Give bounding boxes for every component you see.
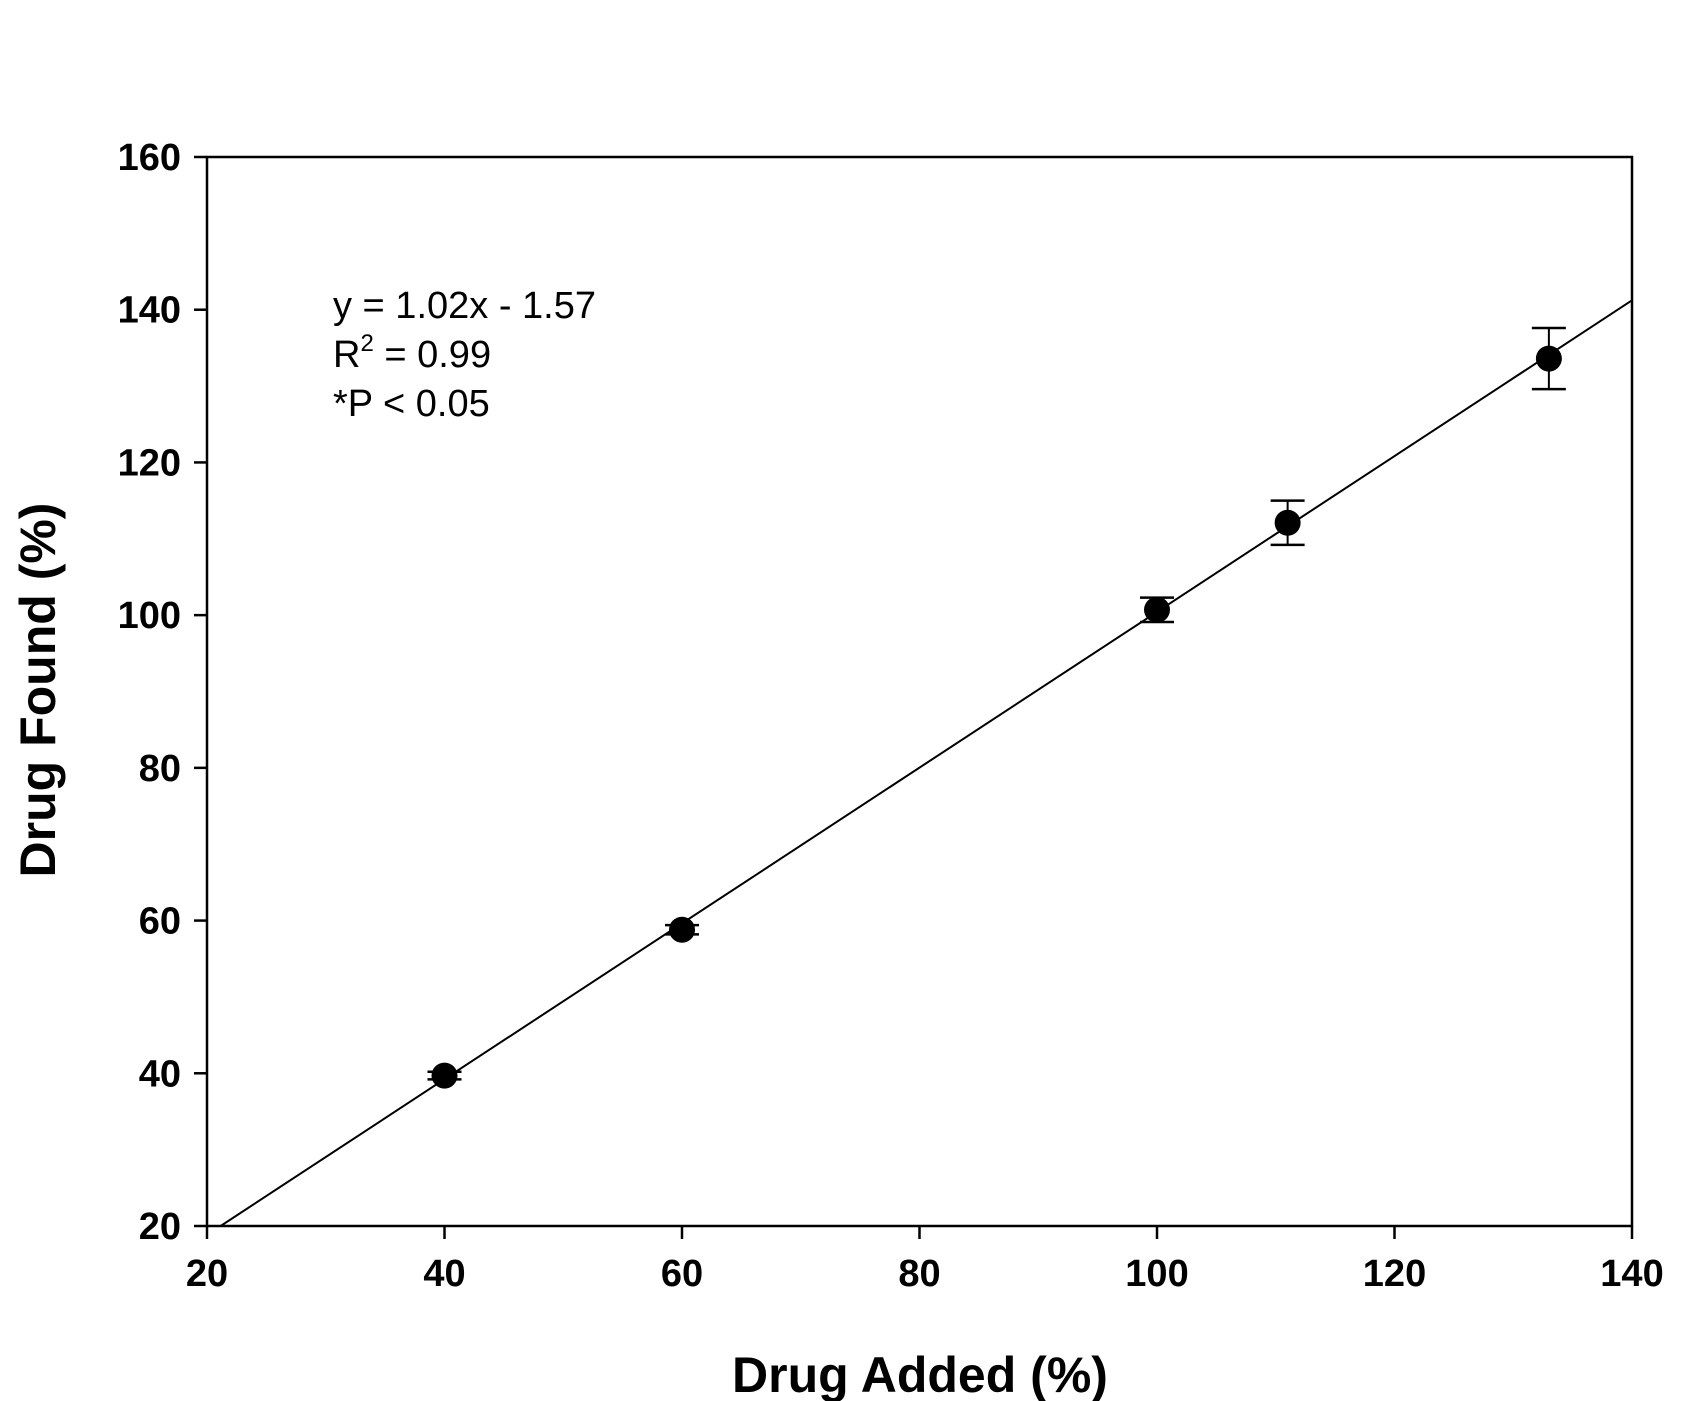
y-tick-label: 140 — [118, 290, 181, 332]
data-point — [1274, 509, 1301, 536]
y-tick-label: 60 — [139, 901, 181, 943]
data-points — [427, 326, 1566, 1089]
x-axis-title: Drug Added (%) — [732, 1347, 1108, 1401]
r-squared-value: = 0.99 — [374, 334, 491, 376]
x-tick-label: 120 — [1363, 1253, 1426, 1295]
x-axis-ticks: 20 40 60 80 100 120 140 — [186, 1226, 1664, 1295]
y-axis-title: Drug Found (%) — [10, 503, 66, 878]
regression-line — [220, 299, 1633, 1227]
p-value-label: *P < 0.05 — [333, 383, 490, 425]
y-tick-label: 160 — [118, 137, 181, 179]
data-point — [431, 1062, 458, 1089]
x-tick-label: 20 — [186, 1253, 228, 1295]
r-squared-superscript: 2 — [360, 330, 373, 357]
x-tick-label: 100 — [1125, 1253, 1188, 1295]
equation-label: y = 1.02x - 1.57 — [333, 285, 596, 327]
data-point — [669, 916, 695, 943]
r-squared-prefix: R — [333, 334, 360, 376]
y-tick-label: 40 — [139, 1053, 181, 1095]
y-tick-label: 80 — [139, 748, 181, 790]
y-tick-label: 120 — [118, 442, 181, 484]
data-point — [1535, 345, 1562, 372]
x-tick-label: 80 — [898, 1253, 940, 1295]
y-axis-ticks: 20 40 60 80 100 120 140 160 — [118, 137, 207, 1248]
x-tick-label: 140 — [1600, 1253, 1663, 1295]
y-tick-label: 20 — [139, 1206, 181, 1248]
plot-frame — [205, 155, 1634, 1228]
r-squared-label: R2 = 0.99 — [333, 330, 491, 376]
y-tick-label: 100 — [118, 595, 181, 637]
x-tick-label: 40 — [423, 1253, 465, 1295]
data-point — [1144, 596, 1170, 623]
x-tick-label: 60 — [661, 1253, 703, 1295]
